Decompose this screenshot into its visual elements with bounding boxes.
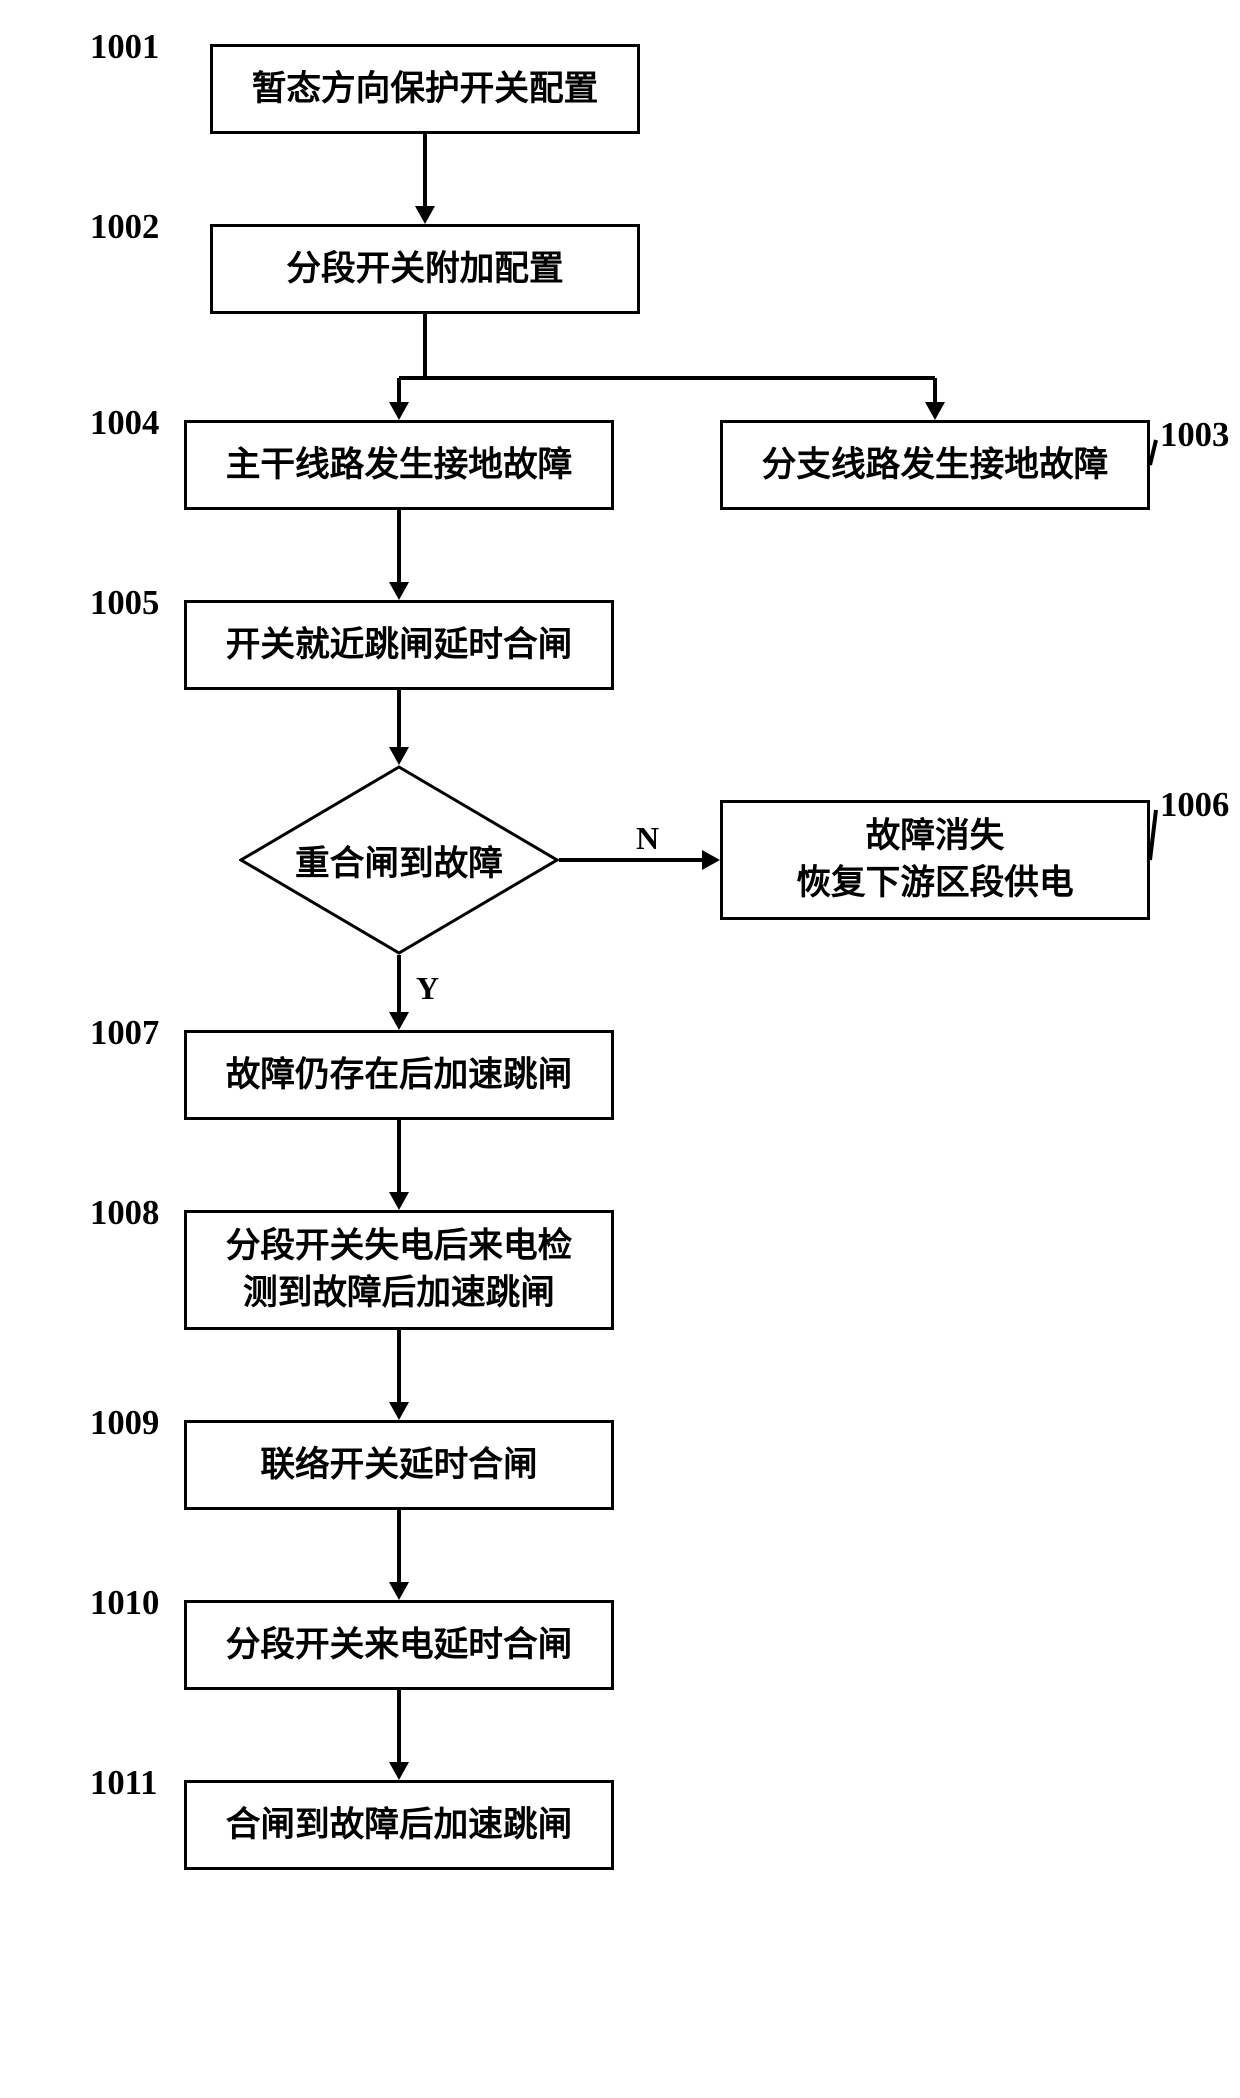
label-1010: 1010 [90, 1584, 159, 1623]
branch-label-y: Y [416, 970, 439, 1007]
node-text: 合闸到故障后加速跳闸 [226, 1802, 573, 1849]
node-text: 故障消失 恢复下游区段供电 [796, 813, 1073, 907]
node-1003: 分支线路发生接地故障 [720, 420, 1150, 510]
node-1002: 分段开关附加配置 [210, 224, 640, 314]
label-1001: 1001 [90, 28, 159, 67]
node-1005: 开关就近跳闸延时合闸 [184, 600, 614, 690]
node-1010: 分段开关来电延时合闸 [184, 1600, 614, 1690]
label-1003: 1003 [1160, 416, 1229, 455]
node-1007: 故障仍存在后加速跳闸 [184, 1030, 614, 1120]
node-1011: 合闸到故障后加速跳闸 [184, 1780, 614, 1870]
label-1005: 1005 [90, 584, 159, 623]
label-1011: 1011 [90, 1764, 157, 1803]
label-1002: 1002 [90, 208, 159, 247]
label-1007: 1007 [90, 1014, 159, 1053]
node-text: 分支线路发生接地故障 [762, 442, 1109, 489]
label-1006: 1006 [1160, 786, 1229, 825]
branch-label-n: N [636, 820, 659, 857]
node-1004: 主干线路发生接地故障 [184, 420, 614, 510]
label-1009: 1009 [90, 1404, 159, 1443]
node-1008: 分段开关失电后来电检 测到故障后加速跳闸 [184, 1210, 614, 1330]
decision-reclose: 重合闸到故障 [239, 765, 559, 955]
label-1004: 1004 [90, 404, 159, 443]
node-1001: 暂态方向保护开关配置 [210, 44, 640, 134]
node-text: 故障仍存在后加速跳闸 [226, 1052, 573, 1099]
label-1008: 1008 [90, 1194, 159, 1233]
node-text: 分段开关来电延时合闸 [226, 1622, 573, 1669]
node-text: 暂态方向保护开关配置 [252, 66, 599, 113]
node-text: 联络开关延时合闸 [260, 1442, 537, 1489]
node-text: 分段开关附加配置 [286, 246, 563, 293]
node-1009: 联络开关延时合闸 [184, 1420, 614, 1510]
node-1006: 故障消失 恢复下游区段供电 [720, 800, 1150, 920]
decision-text: 重合闸到故障 [295, 835, 503, 885]
node-text: 开关就近跳闸延时合闸 [226, 622, 573, 669]
node-text: 分段开关失电后来电检 测到故障后加速跳闸 [226, 1223, 573, 1317]
node-text: 主干线路发生接地故障 [226, 442, 573, 489]
